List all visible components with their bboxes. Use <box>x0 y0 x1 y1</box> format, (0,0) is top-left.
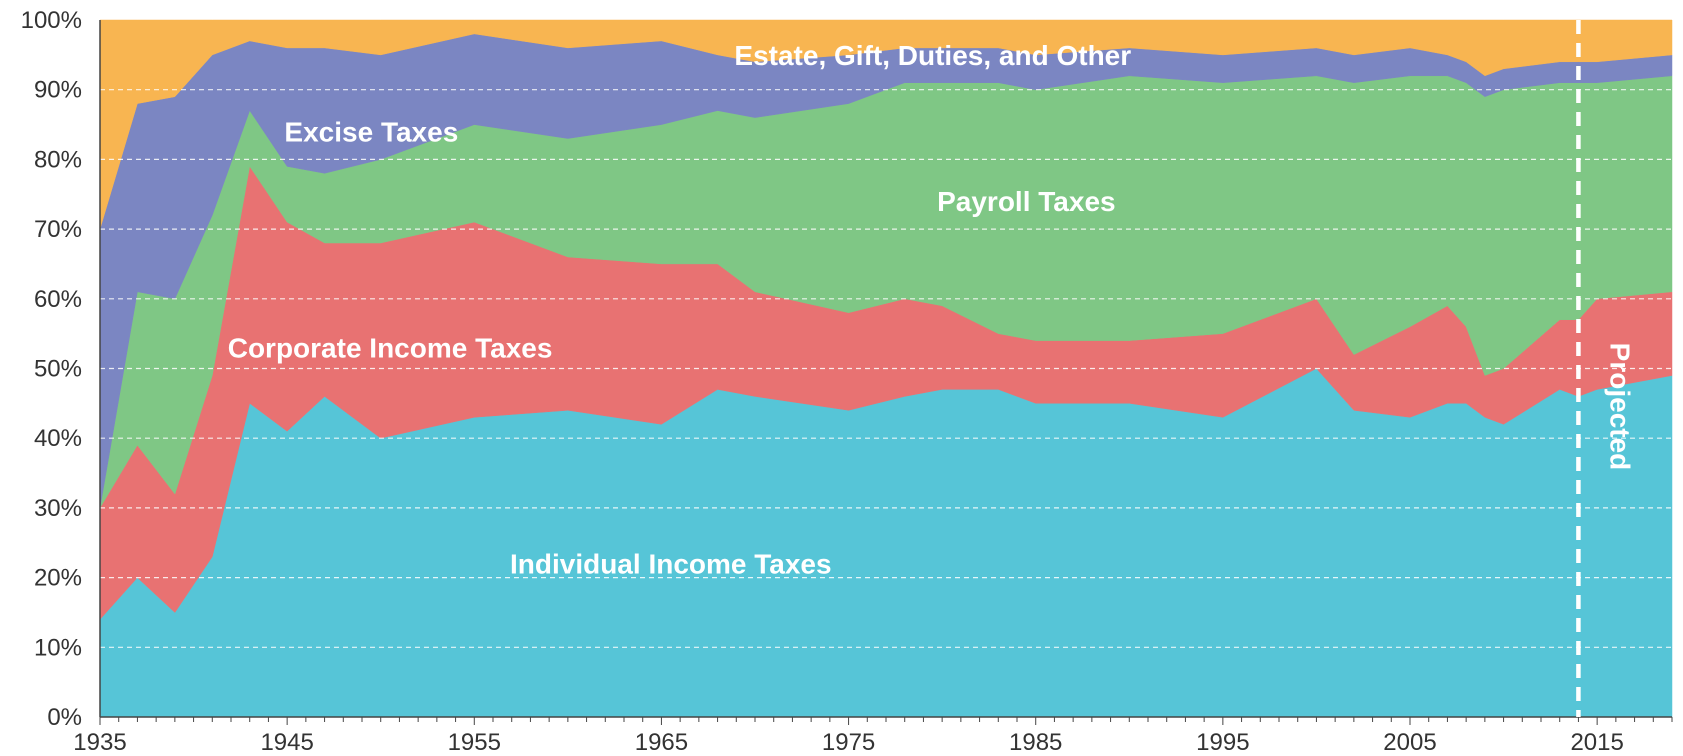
y-tick-label: 100% <box>21 7 82 34</box>
y-tick-label: 80% <box>34 146 82 173</box>
x-tick-label: 1995 <box>1196 729 1249 756</box>
area-label-excise-taxes: Excise Taxes <box>284 117 458 148</box>
y-tick-label: 20% <box>34 565 82 592</box>
y-axis-tick-labels: 0% 10% 20% 30% 40% 50% 60% 70% 80% 90% 100% <box>21 7 82 731</box>
y-tick-label: 70% <box>34 216 82 243</box>
y-tick-label: 90% <box>34 77 82 104</box>
x-axis-tick-labels: 1935 1945 1955 1965 1975 1985 1995 2005 2015 <box>73 729 1624 756</box>
x-tick-label: 1985 <box>1009 729 1062 756</box>
area-label-individual-income-taxes: Individual Income Taxes <box>510 549 832 580</box>
x-tick-label: 2005 <box>1383 729 1436 756</box>
projection-label: Projected <box>1604 343 1635 471</box>
y-tick-label: 30% <box>34 495 82 522</box>
area-individual-income-taxes <box>99 368 1673 718</box>
gridlines <box>100 89 1672 648</box>
y-tick-label: 10% <box>34 634 82 661</box>
axes <box>99 20 1673 725</box>
x-tick-label: 1965 <box>635 729 688 756</box>
area-labels: Individual Income Taxes Corporate Income … <box>228 40 1132 580</box>
y-tick-label: 0% <box>47 704 82 731</box>
x-tick-label: 1945 <box>260 729 313 756</box>
projection-marker: Projected <box>1576 20 1635 717</box>
y-tick-label: 50% <box>34 356 82 383</box>
y-tick-label: 40% <box>34 425 82 452</box>
x-tick-label: 2015 <box>1570 729 1623 756</box>
x-tick-label: 1975 <box>822 729 875 756</box>
area-estate-gift-duties-and-other <box>99 19 1673 230</box>
area-label-corporate-income-taxes: Corporate Income Taxes <box>228 333 553 364</box>
area-series-group <box>99 19 1673 718</box>
area-label-payroll-taxes: Payroll Taxes <box>937 186 1115 217</box>
x-tick-label: 1955 <box>448 729 501 756</box>
x-tick-label: 1935 <box>73 729 126 756</box>
y-tick-label: 60% <box>34 286 82 313</box>
area-label-estate-gift-duties-and-other: Estate, Gift, Duties, and Other <box>734 40 1131 71</box>
